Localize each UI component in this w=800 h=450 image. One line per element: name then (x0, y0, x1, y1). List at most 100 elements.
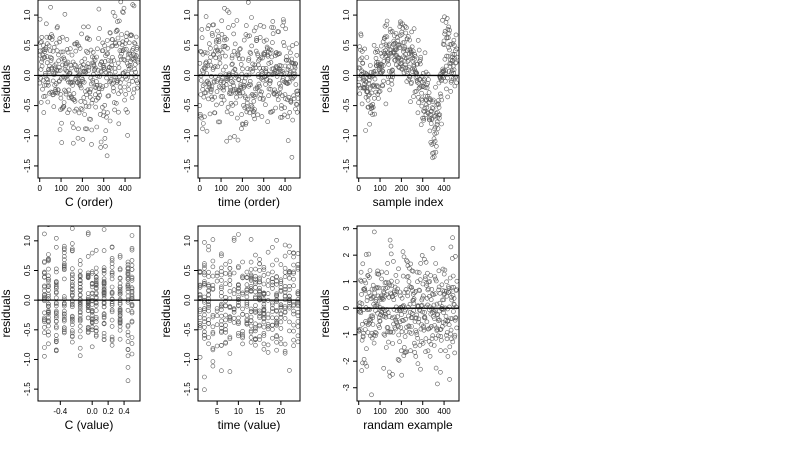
data-point (199, 27, 205, 32)
data-point (83, 126, 88, 132)
data-point (96, 6, 102, 12)
data-point (447, 289, 453, 294)
data-point (77, 345, 83, 351)
data-point (198, 92, 204, 97)
data-point (224, 138, 229, 144)
data-point (53, 308, 59, 314)
data-point (223, 329, 228, 335)
data-point (210, 33, 215, 38)
x-tick-label: 100 (214, 184, 228, 193)
data-point (135, 80, 140, 86)
data-point (70, 286, 75, 292)
data-point (248, 51, 254, 56)
data-point (93, 92, 98, 97)
data-point (94, 124, 100, 130)
data-point (85, 315, 91, 321)
data-point (70, 120, 75, 126)
data-point (404, 257, 409, 263)
data-point (392, 292, 398, 297)
data-point (218, 80, 224, 85)
data-point (285, 138, 291, 143)
data-point (125, 332, 131, 338)
data-point (46, 273, 51, 279)
data-point (237, 56, 242, 62)
data-point (436, 318, 441, 323)
y-axis-label: residuals (159, 289, 173, 337)
data-point (70, 299, 75, 304)
data-point (42, 330, 47, 336)
data-point (216, 39, 222, 45)
data-point (79, 31, 84, 37)
data-point (84, 92, 89, 97)
data-point (89, 127, 94, 133)
data-point (81, 24, 86, 30)
data-point (109, 244, 115, 250)
data-point (54, 40, 59, 46)
data-point (70, 83, 75, 88)
data-point (369, 392, 374, 398)
data-point (290, 117, 296, 123)
data-point (223, 295, 228, 300)
data-point (62, 247, 67, 253)
data-point (423, 349, 428, 355)
data-point (250, 68, 255, 74)
data-point (109, 256, 115, 261)
data-point (429, 323, 434, 329)
data-point (437, 300, 443, 306)
data-point (244, 275, 250, 281)
data-point (125, 281, 131, 287)
data-point (121, 10, 126, 15)
data-point (395, 286, 400, 292)
data-point (117, 336, 123, 342)
data-point (53, 311, 59, 316)
data-point (129, 296, 135, 302)
data-point (417, 342, 423, 348)
data-point (382, 34, 388, 40)
data-point (57, 39, 62, 45)
data-point (125, 262, 131, 268)
data-point (281, 19, 287, 25)
data-point (134, 45, 140, 50)
data-point (294, 110, 300, 115)
data-point (244, 23, 249, 28)
data-point (125, 329, 131, 335)
data-point (93, 279, 99, 285)
data-point (62, 327, 67, 333)
data-point (223, 303, 228, 309)
data-point (362, 286, 368, 291)
data-point (125, 283, 131, 288)
data-point (291, 322, 296, 328)
data-point (209, 31, 215, 36)
data-point (248, 309, 254, 314)
data-point (210, 331, 216, 337)
data-point (377, 318, 383, 324)
data-point (385, 58, 390, 64)
data-point (385, 261, 390, 266)
data-point (452, 332, 458, 338)
data-point (394, 279, 400, 284)
data-point (282, 286, 288, 292)
x-tick-label: 200 (395, 407, 409, 416)
data-point (46, 301, 51, 307)
data-point (85, 291, 91, 296)
data-point (240, 335, 245, 341)
data-point (290, 43, 295, 48)
data-point (424, 82, 429, 88)
x-tick-label: 200 (236, 184, 250, 193)
data-point (420, 98, 425, 103)
data-point (389, 81, 395, 87)
data-point (279, 93, 285, 98)
data-point (46, 266, 51, 272)
data-point (46, 341, 51, 347)
data-point (287, 368, 292, 373)
data-point (89, 344, 95, 350)
data-point (129, 318, 135, 324)
data-point (261, 301, 267, 307)
data-point (358, 269, 364, 275)
data-point (244, 290, 250, 296)
data-point (70, 301, 75, 307)
y-tick-label: 0.0 (183, 69, 192, 81)
data-point (225, 104, 231, 110)
data-point (229, 79, 234, 84)
data-point (451, 43, 457, 48)
